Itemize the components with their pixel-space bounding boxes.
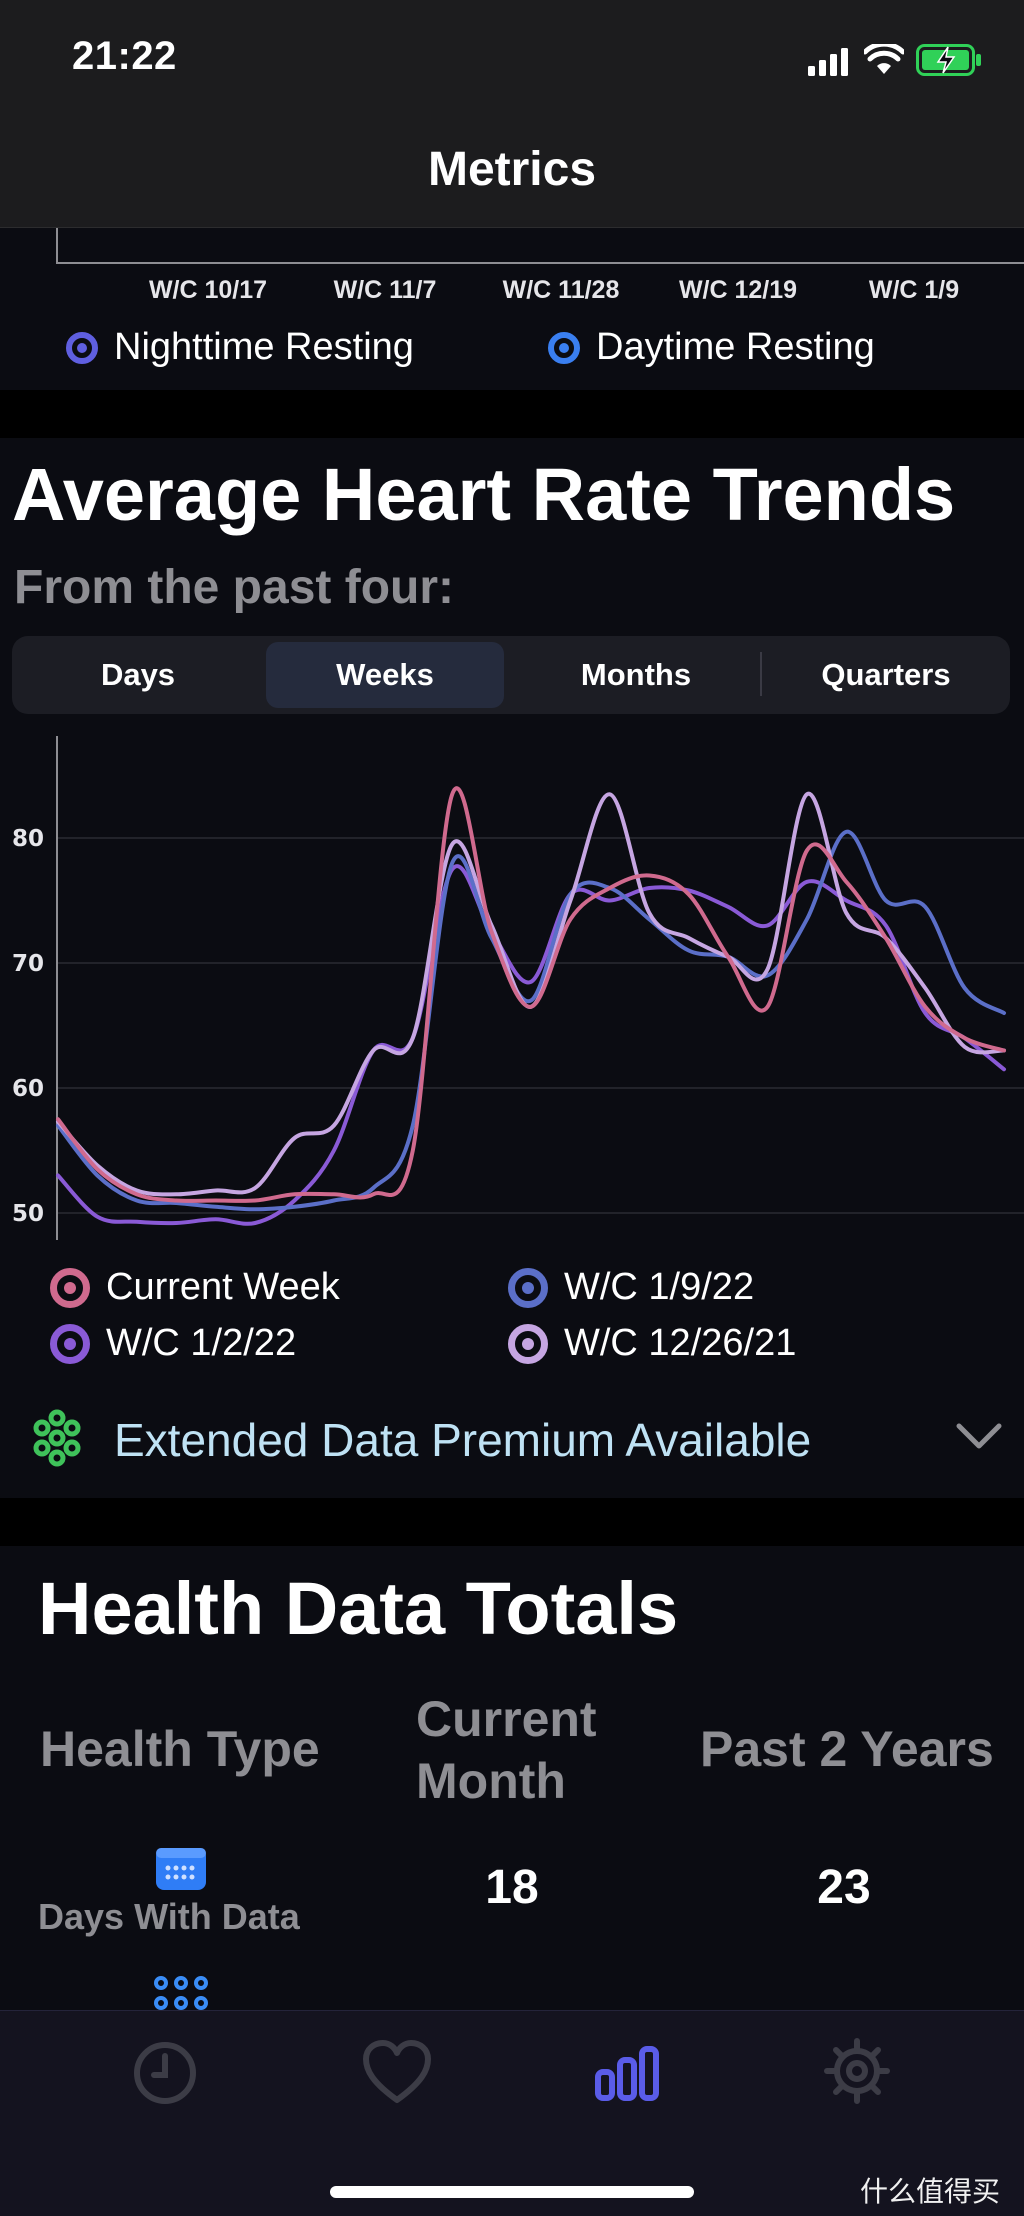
nav-bar	[0, 120, 1024, 228]
resting-chart-y-axis	[56, 228, 58, 264]
legend-daytime-resting: Daytime Resting	[548, 326, 875, 369]
col-header-line: Month	[416, 1753, 566, 1809]
legend-ring-icon	[548, 331, 580, 364]
period-segmented-control	[12, 636, 1010, 714]
col-header-line: Current	[416, 1691, 597, 1747]
y-tick-label: 80	[12, 826, 44, 852]
battery-charging-icon	[916, 44, 982, 81]
legend-label: W/C 12/26/21	[564, 1322, 797, 1364]
legend-ring-icon	[508, 1267, 548, 1308]
legend-wc-1-2-22: W/C 1/2/22	[50, 1322, 296, 1365]
resting-x-tick: W/C 1/9	[868, 276, 960, 304]
resting-chart-x-axis	[56, 262, 1024, 264]
bar-chart-icon	[594, 2046, 660, 2106]
trends-title: Average Heart Rate Trends	[12, 453, 956, 536]
series-line-current-week	[56, 786, 1006, 1203]
y-tick-label: 70	[12, 951, 44, 977]
tab-history[interactable]	[132, 2040, 198, 2111]
series-line-w-c-1-2-22	[56, 864, 1006, 1226]
tab-metrics[interactable]	[594, 2046, 660, 2107]
segment-divider	[760, 652, 762, 696]
watermark-text: 什么值得买	[860, 2176, 1001, 2207]
wifi-icon	[862, 41, 906, 81]
resting-chart-card	[0, 228, 1024, 390]
status-bar	[0, 0, 1024, 120]
cell-past-2-years: 23	[817, 1861, 871, 1914]
chart-grid: 50 60 70 80	[12, 736, 1024, 1240]
home-indicator	[330, 2186, 694, 2198]
tab-health[interactable]	[362, 2040, 432, 2111]
trends-subtitle: From the past four:	[14, 561, 454, 614]
heart-rate-trend-chart: 50 60 70 80	[12, 736, 1024, 1240]
tab-settings[interactable]	[822, 2036, 892, 2111]
clock-icon	[132, 2042, 198, 2110]
col-header-current-month: Current Month	[416, 1688, 597, 1812]
signal-icon	[808, 48, 852, 81]
legend-current-week: Current Week	[50, 1266, 340, 1309]
cell-current-month: 18	[485, 1861, 539, 1914]
premium-banner[interactable]: Extended Data Premium Available	[28, 1409, 1008, 1472]
legend-ring-icon	[508, 1323, 548, 1364]
col-header-past-2-years: Past 2 Years	[700, 1721, 994, 1777]
segment-quarters[interactable]: Quarters	[821, 657, 951, 692]
premium-icon	[28, 1409, 86, 1472]
legend-label: Current Week	[106, 1266, 340, 1308]
calendar-icon	[154, 1844, 208, 1897]
legend-label: Daytime Resting	[596, 326, 875, 368]
col-header-health-type: Health Type	[40, 1721, 320, 1777]
legend-wc-1-9-22: W/C 1/9/22	[508, 1266, 754, 1309]
resting-x-tick: W/C 11/7	[333, 276, 437, 304]
legend-label: Nighttime Resting	[114, 326, 414, 368]
legend-label: W/C 1/9/22	[564, 1266, 755, 1308]
series-line-w-c-1-9-22	[56, 829, 1006, 1212]
gear-icon	[822, 2038, 892, 2110]
chevron-down-icon[interactable]	[954, 1418, 1004, 1457]
status-time: 21:22	[72, 34, 177, 78]
segment-months[interactable]: Months	[580, 657, 692, 692]
legend-nighttime-resting: Nighttime Resting	[66, 326, 414, 369]
legend-ring-icon	[66, 331, 98, 364]
premium-label: Extended Data Premium Available	[114, 1414, 812, 1466]
y-tick-label: 50	[12, 1201, 44, 1227]
y-tick-label: 60	[12, 1076, 44, 1102]
resting-x-tick: W/C 12/19	[678, 276, 798, 304]
resting-x-tick: W/C 10/17	[148, 276, 268, 304]
legend-label: W/C 1/2/22	[106, 1322, 297, 1364]
legend-ring-icon	[50, 1323, 90, 1364]
dots-grid-icon	[152, 1974, 210, 2015]
health-totals-title: Health Data Totals	[38, 1567, 679, 1650]
health-totals-card	[0, 1546, 1024, 2010]
segment-days[interactable]: Days	[100, 657, 176, 692]
legend-ring-icon	[50, 1267, 90, 1308]
segment-weeks[interactable]: Weeks	[266, 642, 504, 708]
row-label-days-with-data: Days With Data	[38, 1896, 300, 1937]
page-title: Metrics	[427, 143, 597, 196]
resting-x-tick: W/C 11/28	[502, 276, 620, 304]
legend-wc-12-26-21: W/C 12/26/21	[508, 1322, 796, 1365]
chart-series-group	[56, 786, 1006, 1226]
heart-icon	[362, 2040, 432, 2110]
